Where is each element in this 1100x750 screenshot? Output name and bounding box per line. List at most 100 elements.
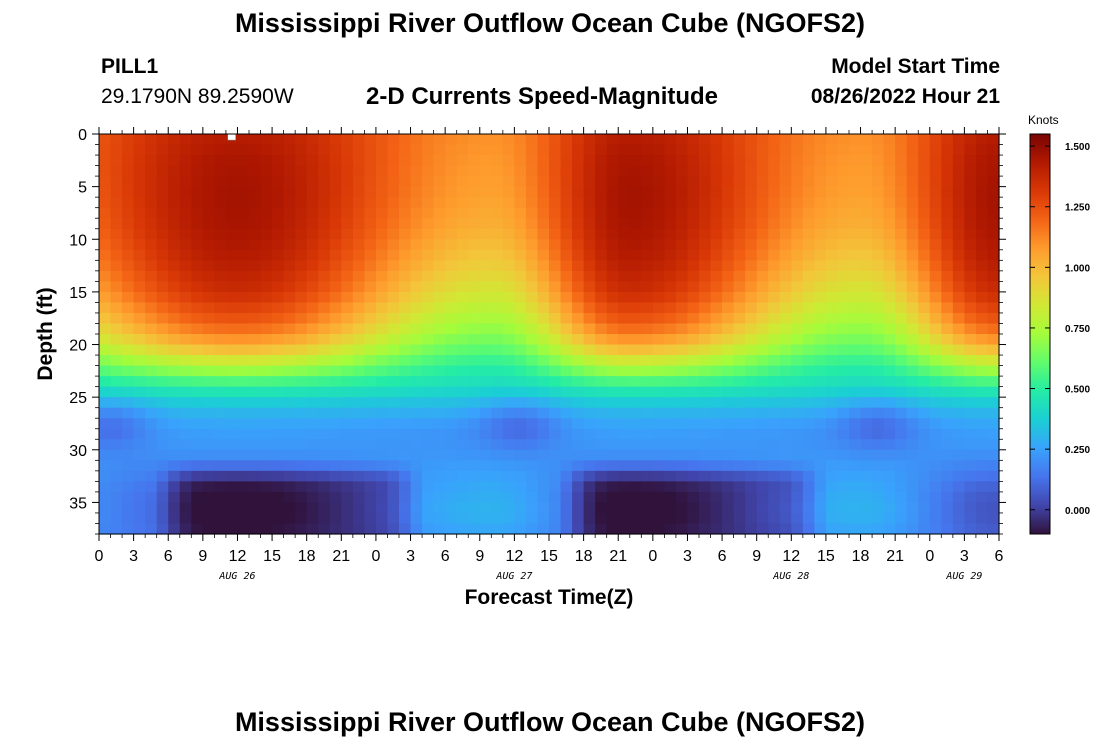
heatmap-cell [595,418,608,430]
colorbar-gradient [1029,133,1051,535]
heatmap-cell [837,344,850,356]
heatmap-cell [145,176,158,188]
heatmap-cell [872,323,885,335]
heatmap-cell [664,239,677,251]
heatmap-cell [768,197,781,209]
heatmap-cell [433,491,446,504]
heatmap-cell [364,386,377,398]
heatmap-cell [341,155,354,167]
heatmap-cell [652,249,665,261]
heatmap-cell [468,323,481,335]
heatmap-cell [849,249,862,261]
heatmap-cell [525,365,539,377]
heatmap-cell [929,502,942,514]
heatmap-cell [237,502,250,514]
heatmap-cell [133,155,146,167]
heatmap-cell [583,312,596,325]
heatmap-cell [260,165,273,177]
heatmap-cell [825,481,839,493]
heatmap-cell [837,418,850,430]
heatmap-cell [352,260,365,272]
heatmap-cell [583,197,596,209]
heatmap-cell [283,291,296,304]
heatmap-cell [802,228,815,240]
heatmap-cell [456,439,469,451]
heatmap-cell [525,186,539,198]
heatmap-cell [606,281,619,293]
heatmap-cell [306,386,319,398]
heatmap-cell [606,470,619,482]
heatmap-cell [122,365,135,377]
heatmap-cell [537,323,550,335]
heatmap-cell [433,260,446,272]
heatmap-cell [825,449,839,461]
heatmap-cell [445,270,458,282]
heatmap-cell [652,344,665,356]
heatmap-cell [560,334,573,346]
heatmap-cell [837,502,850,514]
heatmap-cell [191,428,204,440]
heatmap-cell [352,512,365,525]
heatmap-cell [779,186,792,198]
heatmap-cell [295,239,308,251]
heatmap-cell [883,291,896,304]
heatmap-cell [675,449,689,461]
y-tick-label: 30 [69,443,87,460]
heatmap-cell [572,407,585,419]
heatmap-cell [987,176,1000,188]
heatmap-cell [768,397,781,409]
heatmap-cell [502,491,515,504]
heatmap-cell [433,291,446,304]
heatmap-cell [237,281,250,293]
heatmap-cell [168,155,181,167]
heatmap-cell [133,218,146,230]
heatmap-cell [768,291,781,304]
heatmap-cell [895,186,908,198]
heatmap-cell [941,376,954,388]
heatmap-cell [906,512,919,525]
heatmap-cell [883,176,896,188]
heatmap-cell [191,376,204,388]
heatmap-cell [341,491,354,504]
heatmap-cell [756,355,769,367]
heatmap-cell [964,512,977,525]
heatmap-cell [814,218,827,230]
heatmap-cell [745,260,758,272]
heatmap-cell [583,502,596,514]
heatmap-cell [468,155,481,167]
heatmap-cell [537,176,550,188]
heatmap-cell [756,165,769,177]
heatmap-cell [791,386,804,398]
heatmap-cell [572,186,585,198]
heatmap-cell [295,481,308,493]
heatmap-cell [825,218,839,230]
heatmap-cell [745,470,758,482]
heatmap-cell [156,155,169,167]
heatmap-cell [595,344,608,356]
heatmap-cell [272,176,285,188]
heatmap-cell [191,397,204,409]
heatmap-cell [641,355,654,367]
heatmap-cell [814,197,827,209]
heatmap-cell [802,428,815,440]
heatmap-cell [975,176,989,188]
heatmap-cell [549,334,562,346]
heatmap-cell [318,291,331,304]
heatmap-cell [122,397,135,409]
heatmap-cell [629,186,642,198]
heatmap-cell [710,397,723,409]
heatmap-cell [99,228,112,240]
heatmap-cell [906,176,919,188]
heatmap-cell [352,397,365,409]
heatmap-cell [768,144,781,156]
heatmap-cell [375,239,389,251]
heatmap-cell [318,207,331,219]
heatmap-cell [987,249,1000,261]
heatmap-cell [133,449,146,461]
heatmap-cell [664,523,677,535]
colorbar-tick-label: 0.750 [1065,324,1090,335]
heatmap-cell [445,134,458,146]
heatmap-cell [699,344,712,356]
heatmap-cell [652,165,665,177]
heatmap-cell [745,155,758,167]
